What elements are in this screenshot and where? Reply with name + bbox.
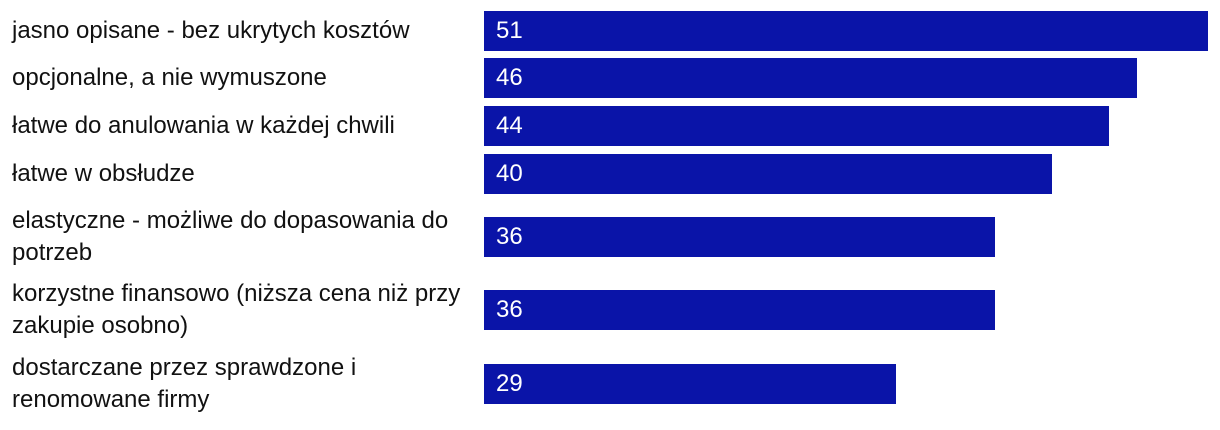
category-label: dostarczane przez sprawdzone i renomowan… (12, 354, 357, 413)
bar: 36 (484, 290, 996, 330)
bar: 40 (484, 154, 1052, 194)
data-label: 29 (496, 370, 523, 397)
data-label: 44 (496, 112, 523, 139)
bar: 46 (484, 58, 1138, 98)
category-label: jasno opisane - bez ukrytych kosztów (12, 17, 410, 44)
category-label: łatwe w obsłudze (12, 160, 195, 187)
data-label: 36 (496, 223, 523, 250)
data-label: 46 (496, 64, 523, 91)
category-label: korzystne finansowo (niższa cena niż prz… (12, 280, 461, 339)
data-label: 51 (496, 17, 523, 44)
bar: 36 (484, 217, 996, 257)
data-label: 36 (496, 296, 523, 323)
bar: 51 (484, 11, 1208, 51)
category-label: elastyczne - możliwe do dopasowania do p… (12, 207, 449, 266)
bar: 44 (484, 106, 1109, 146)
bar: 29 (484, 364, 896, 404)
category-label: łatwe do anulowania w każdej chwili (12, 112, 395, 139)
data-label: 40 (496, 160, 523, 187)
category-label: opcjonalne, a nie wymuszone (12, 64, 327, 91)
